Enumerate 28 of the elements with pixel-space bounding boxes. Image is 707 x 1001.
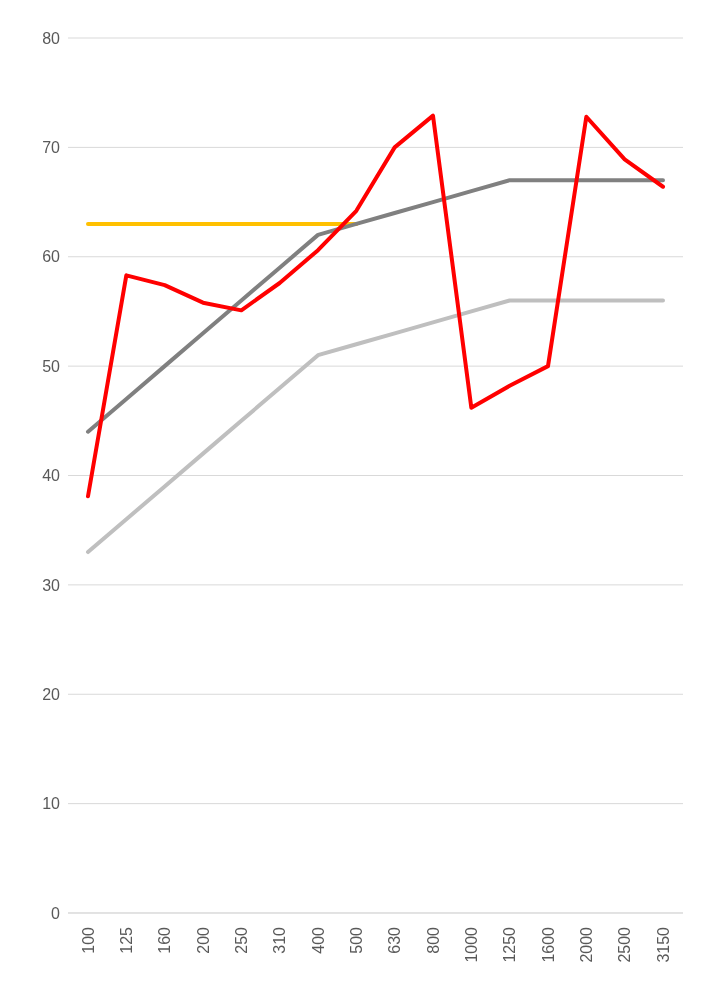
x-tick-label: 800 (424, 926, 442, 954)
y-tick-label: 80 (42, 29, 61, 47)
line-series (86, 178, 665, 434)
x-tick-label: 3150 (654, 926, 672, 963)
x-tick-label: 2000 (577, 926, 595, 963)
line-series (86, 298, 665, 555)
x-tick-label: 1600 (539, 926, 557, 963)
x-tick-label: 160 (156, 926, 174, 954)
x-tick-label: 310 (271, 926, 289, 954)
y-tick-label: 40 (42, 467, 61, 485)
y-tick-label: 70 (42, 139, 61, 157)
x-tick-label: 2500 (616, 926, 634, 963)
x-tick-label: 200 (194, 926, 212, 954)
x-tick-label: 500 (347, 926, 365, 954)
y-tick-label: 20 (42, 685, 61, 703)
y-tick-label: 50 (42, 357, 61, 375)
line-series (86, 113, 665, 499)
x-tick-label: 1000 (462, 926, 480, 963)
x-tick-label: 100 (79, 926, 97, 954)
x-tick-label: 125 (117, 926, 135, 954)
y-tick-label: 60 (42, 248, 61, 266)
y-tick-label: 0 (51, 904, 61, 922)
y-tick-label: 10 (42, 795, 61, 813)
x-tick-label: 1250 (501, 926, 519, 963)
x-tick-label: 250 (232, 926, 250, 954)
x-tick-label: 400 (309, 926, 327, 954)
x-tick-label: 630 (386, 926, 404, 954)
y-tick-label: 30 (42, 576, 61, 594)
